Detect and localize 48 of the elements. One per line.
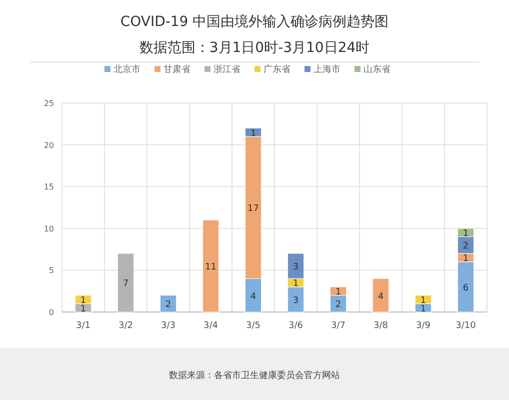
legend-label: 浙江省 bbox=[214, 64, 240, 75]
x-tick-label: 3/3 bbox=[161, 321, 176, 331]
x-tick-label: 3/5 bbox=[246, 321, 260, 331]
data-label: 11 bbox=[205, 262, 216, 273]
x-tick-label: 3/6 bbox=[288, 321, 304, 331]
y-tick-label: 5 bbox=[48, 266, 54, 276]
data-label: 1 bbox=[335, 288, 342, 298]
legend-label: 山东省 bbox=[364, 64, 390, 75]
data-label: 2 bbox=[335, 300, 342, 310]
data-label: 7 bbox=[122, 279, 129, 290]
data-label: 4 bbox=[250, 292, 256, 302]
x-tick-label: 3/9 bbox=[416, 321, 431, 331]
data-label: 3 bbox=[292, 296, 299, 306]
data-label: 1 bbox=[420, 304, 426, 314]
legend-label: 上海市 bbox=[314, 64, 340, 75]
x-tick-label: 3/10 bbox=[456, 321, 476, 331]
bar bbox=[202, 220, 220, 312]
data-label: 1 bbox=[250, 128, 256, 139]
data-label: 1 bbox=[80, 304, 86, 314]
source-note: 数据来源：各省市卫生健康委员会官方网站 bbox=[169, 370, 340, 381]
bar bbox=[160, 295, 177, 312]
y-tick-label: 10 bbox=[44, 224, 54, 234]
chart-subtitle: 数据范围：3月1日0时-3月10日24时 bbox=[139, 40, 370, 56]
bar bbox=[372, 278, 390, 312]
y-tick-label: 25 bbox=[44, 99, 54, 108]
legend-label: 广东省 bbox=[264, 64, 290, 75]
y-tick-label: 15 bbox=[44, 182, 54, 192]
data-label: 4 bbox=[378, 292, 384, 302]
data-label: 1 bbox=[420, 296, 426, 306]
y-tick-label: 20 bbox=[44, 140, 54, 150]
data-label: 1 bbox=[462, 229, 469, 240]
data-label: 3 bbox=[292, 262, 299, 273]
chart-title: COVID-19 中国由境外输入确诊病例趋势图 bbox=[120, 14, 389, 30]
x-tick-label: 3/8 bbox=[374, 321, 388, 331]
x-tick-label: 3/4 bbox=[204, 321, 218, 331]
data-label: 6 bbox=[462, 283, 469, 294]
data-label: 1 bbox=[462, 254, 469, 264]
x-tick-label: 3/1 bbox=[76, 321, 90, 331]
x-tick-label: 3/2 bbox=[118, 321, 133, 331]
legend-label: 北京市 bbox=[114, 64, 140, 75]
x-tick-label: 3/7 bbox=[331, 321, 346, 331]
data-label: 17 bbox=[248, 204, 259, 214]
data-label: 1 bbox=[80, 296, 86, 306]
data-label: 2 bbox=[165, 300, 172, 310]
y-tick-label: 0 bbox=[48, 308, 54, 317]
data-label: 2 bbox=[462, 242, 469, 252]
legend-label: 甘肃省 bbox=[164, 64, 190, 75]
data-label: 1 bbox=[292, 279, 299, 290]
